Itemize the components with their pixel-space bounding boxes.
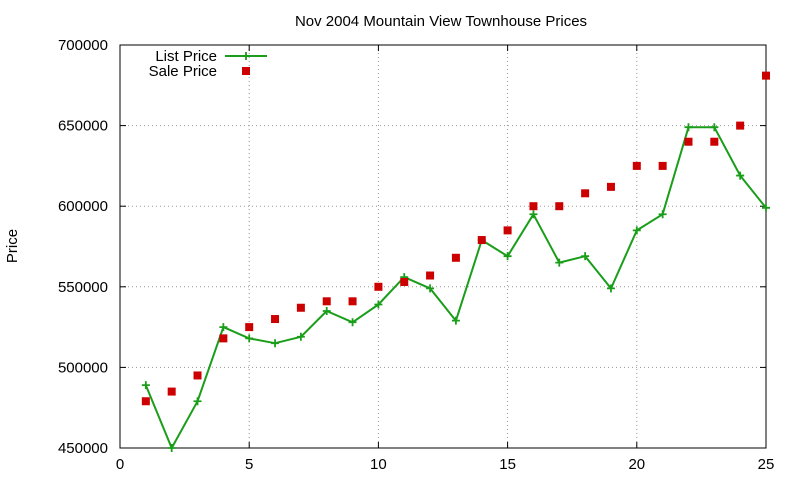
sale-price-point bbox=[322, 297, 331, 306]
sale-price-point bbox=[374, 282, 383, 291]
y-tick-label: 500000 bbox=[58, 359, 108, 376]
grid bbox=[120, 45, 766, 448]
list-price-point bbox=[658, 210, 667, 219]
x-tick-label: 20 bbox=[628, 456, 645, 473]
sale-price-point bbox=[581, 189, 590, 198]
list-price-point bbox=[141, 381, 150, 390]
list-price-point bbox=[271, 339, 280, 348]
list-price-point bbox=[555, 258, 564, 267]
plot-frame bbox=[119, 44, 767, 449]
legend-marker-sale-price bbox=[242, 67, 250, 75]
sale-price-point bbox=[451, 253, 460, 262]
list-price-point bbox=[322, 306, 331, 315]
x-tick-label: 0 bbox=[116, 456, 124, 473]
sale-price-point bbox=[167, 387, 176, 396]
list-price-point bbox=[193, 397, 202, 406]
list-price-line bbox=[144, 126, 767, 449]
sale-price-point bbox=[684, 137, 693, 146]
y-tick-label: 600000 bbox=[58, 198, 108, 215]
list-price-point bbox=[374, 300, 383, 309]
x-tick-label: 5 bbox=[245, 456, 253, 473]
sale-price-point bbox=[426, 271, 435, 280]
list-price-point bbox=[219, 323, 228, 332]
list-price-point bbox=[296, 332, 305, 341]
sale-price-point bbox=[477, 236, 486, 245]
sale-price-point bbox=[710, 137, 719, 146]
list-price-point bbox=[762, 203, 770, 212]
list-price-point bbox=[503, 252, 512, 261]
legend-marker-list-price bbox=[242, 52, 250, 60]
sale-price-point bbox=[245, 323, 254, 332]
sale-price-point bbox=[736, 121, 745, 130]
sale-price-point bbox=[271, 315, 280, 324]
series-layer bbox=[141, 71, 770, 452]
list-price-point bbox=[529, 210, 538, 219]
y-axis-label: Price bbox=[4, 229, 21, 263]
legend-label-list-price: List Price bbox=[155, 48, 217, 65]
sale-price-point bbox=[529, 202, 538, 211]
axis-ticks: 0 5 10 15 20 25 450000 500000 550000 600000 650000… bbox=[58, 37, 774, 473]
sale-price-point bbox=[296, 303, 305, 312]
sale-price-point bbox=[400, 277, 409, 286]
sale-price-point bbox=[555, 202, 564, 211]
list-price-point bbox=[632, 226, 641, 235]
list-price-point bbox=[245, 334, 254, 343]
sale-price-point bbox=[503, 226, 512, 235]
legend-label-sale-price: Sale Price bbox=[149, 63, 217, 80]
legend: List Price Sale Price bbox=[149, 48, 267, 80]
y-tick-label: 650000 bbox=[58, 118, 108, 135]
list-price-point bbox=[684, 123, 693, 132]
list-price-point bbox=[167, 444, 176, 452]
list-price-point bbox=[710, 123, 719, 132]
y-tick-label: 700000 bbox=[58, 37, 108, 54]
sale-price-point bbox=[658, 161, 667, 170]
sale-price-point bbox=[606, 182, 615, 191]
list-price-point bbox=[426, 284, 435, 293]
list-price-point bbox=[348, 318, 357, 327]
y-tick-label: 550000 bbox=[58, 279, 108, 296]
x-tick-label: 25 bbox=[758, 456, 775, 473]
list-price-point bbox=[451, 316, 460, 325]
list-price-point bbox=[581, 252, 590, 261]
sale-price-point bbox=[632, 161, 641, 170]
sale-price-point bbox=[141, 397, 150, 406]
sale-price-point bbox=[193, 371, 202, 380]
sale-price-point bbox=[762, 71, 770, 80]
chart-title: Nov 2004 Mountain View Townhouse Prices bbox=[295, 13, 587, 30]
x-tick-label: 15 bbox=[499, 456, 516, 473]
list-price-point bbox=[736, 171, 745, 180]
list-price-point bbox=[606, 284, 615, 293]
y-tick-label: 450000 bbox=[58, 440, 108, 457]
x-tick-label: 10 bbox=[370, 456, 387, 473]
sale-price-point bbox=[219, 334, 228, 343]
sale-price-point bbox=[348, 297, 357, 306]
